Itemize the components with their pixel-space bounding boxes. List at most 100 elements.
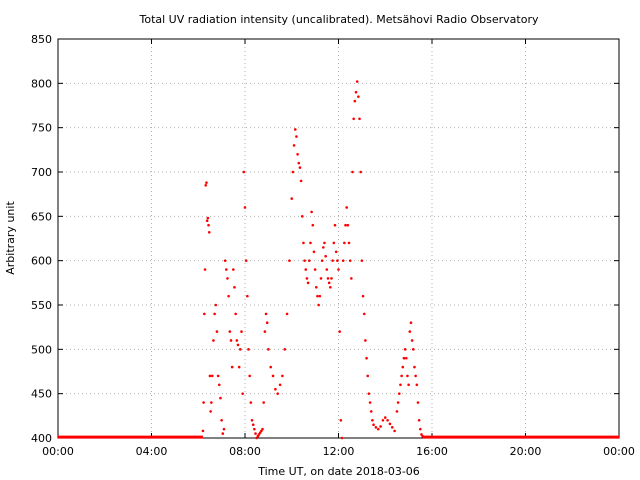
data-point [390,426,394,429]
data-point [297,161,301,165]
data-point [402,356,406,360]
data-point [234,312,237,316]
data-point [283,348,287,351]
data-point [339,418,343,422]
y-tick-label: 800 [31,77,52,90]
data-point [327,281,331,285]
data-point [241,392,244,395]
data-point [214,303,218,307]
data-point [302,241,305,245]
data-point [355,80,359,83]
data-point [412,348,415,351]
data-point [240,330,243,333]
data-point [331,259,334,262]
data-point [203,268,207,271]
data-point [262,401,266,404]
data-point [212,339,215,342]
data-point [403,348,407,351]
data-point [251,423,255,427]
data-point [206,216,210,220]
data-point [417,418,421,422]
data-point [350,277,353,280]
data-point [298,166,302,169]
data-point [219,396,222,400]
data-point [271,374,275,378]
data-point [292,144,296,147]
data-point [309,241,312,245]
data-point [209,410,212,413]
data-point [208,374,212,378]
data-point [205,181,208,184]
data-point [334,250,338,254]
data-point [248,374,251,378]
data-point [293,128,297,131]
data-point [276,392,280,395]
data-point [306,281,310,285]
data-point [343,241,346,245]
data-point [311,223,315,227]
data-point [388,422,392,426]
data-point [221,432,225,435]
data-point [346,223,350,227]
data-point [408,330,412,333]
data-point [305,277,309,280]
data-point [332,241,336,245]
x-tick-label: 12:00 [323,445,355,458]
data-point [330,277,333,280]
data-point [347,241,351,245]
y-tick-label: 650 [31,210,52,223]
data-point [230,365,234,369]
data-point [265,321,269,325]
data-point [204,184,208,187]
grid-lines [58,39,619,438]
data-point [406,374,409,378]
data-point [303,259,306,262]
data-point [397,392,401,395]
data-point [242,170,246,174]
data-point [247,348,250,351]
data-point [310,210,313,214]
data-point [400,374,403,378]
data-point [333,223,337,227]
data-point [246,294,249,298]
x-tick-label: 20:00 [510,445,542,458]
y-tick-label: 550 [31,299,52,312]
data-point [267,348,270,351]
data-point [233,285,236,289]
data-point [222,427,226,431]
x-tick-label: 00:00 [42,445,74,458]
data-point [345,206,348,209]
data-point [207,223,210,227]
data-point [381,418,385,422]
data-point [393,429,396,433]
data-point [269,365,273,369]
data-point [213,312,216,316]
data-point [326,277,330,280]
y-tick-label: 450 [31,388,52,401]
data-point [416,401,420,404]
data-point [369,410,373,413]
data-point [365,356,368,360]
y-tick-label: 500 [31,343,52,356]
data-point [325,268,329,271]
data-point [201,429,205,433]
data-point [207,230,211,234]
x-tick-label: 00:00 [603,445,635,458]
data-point [288,259,291,262]
y-tick-labels: 400 450 500 550 600 650 700 750 800 850 [31,33,52,445]
data-point [337,268,340,271]
data-point [220,418,223,422]
data-points [201,80,424,440]
data-point [318,294,322,298]
data-point [415,383,419,387]
data-point [217,383,221,387]
data-point [210,374,214,378]
data-point [383,416,387,419]
data-point [396,401,400,404]
data-point [348,259,352,262]
data-point [323,241,326,245]
data-point [239,348,242,351]
data-point [368,401,372,404]
data-point [205,219,209,223]
data-point [314,285,318,289]
